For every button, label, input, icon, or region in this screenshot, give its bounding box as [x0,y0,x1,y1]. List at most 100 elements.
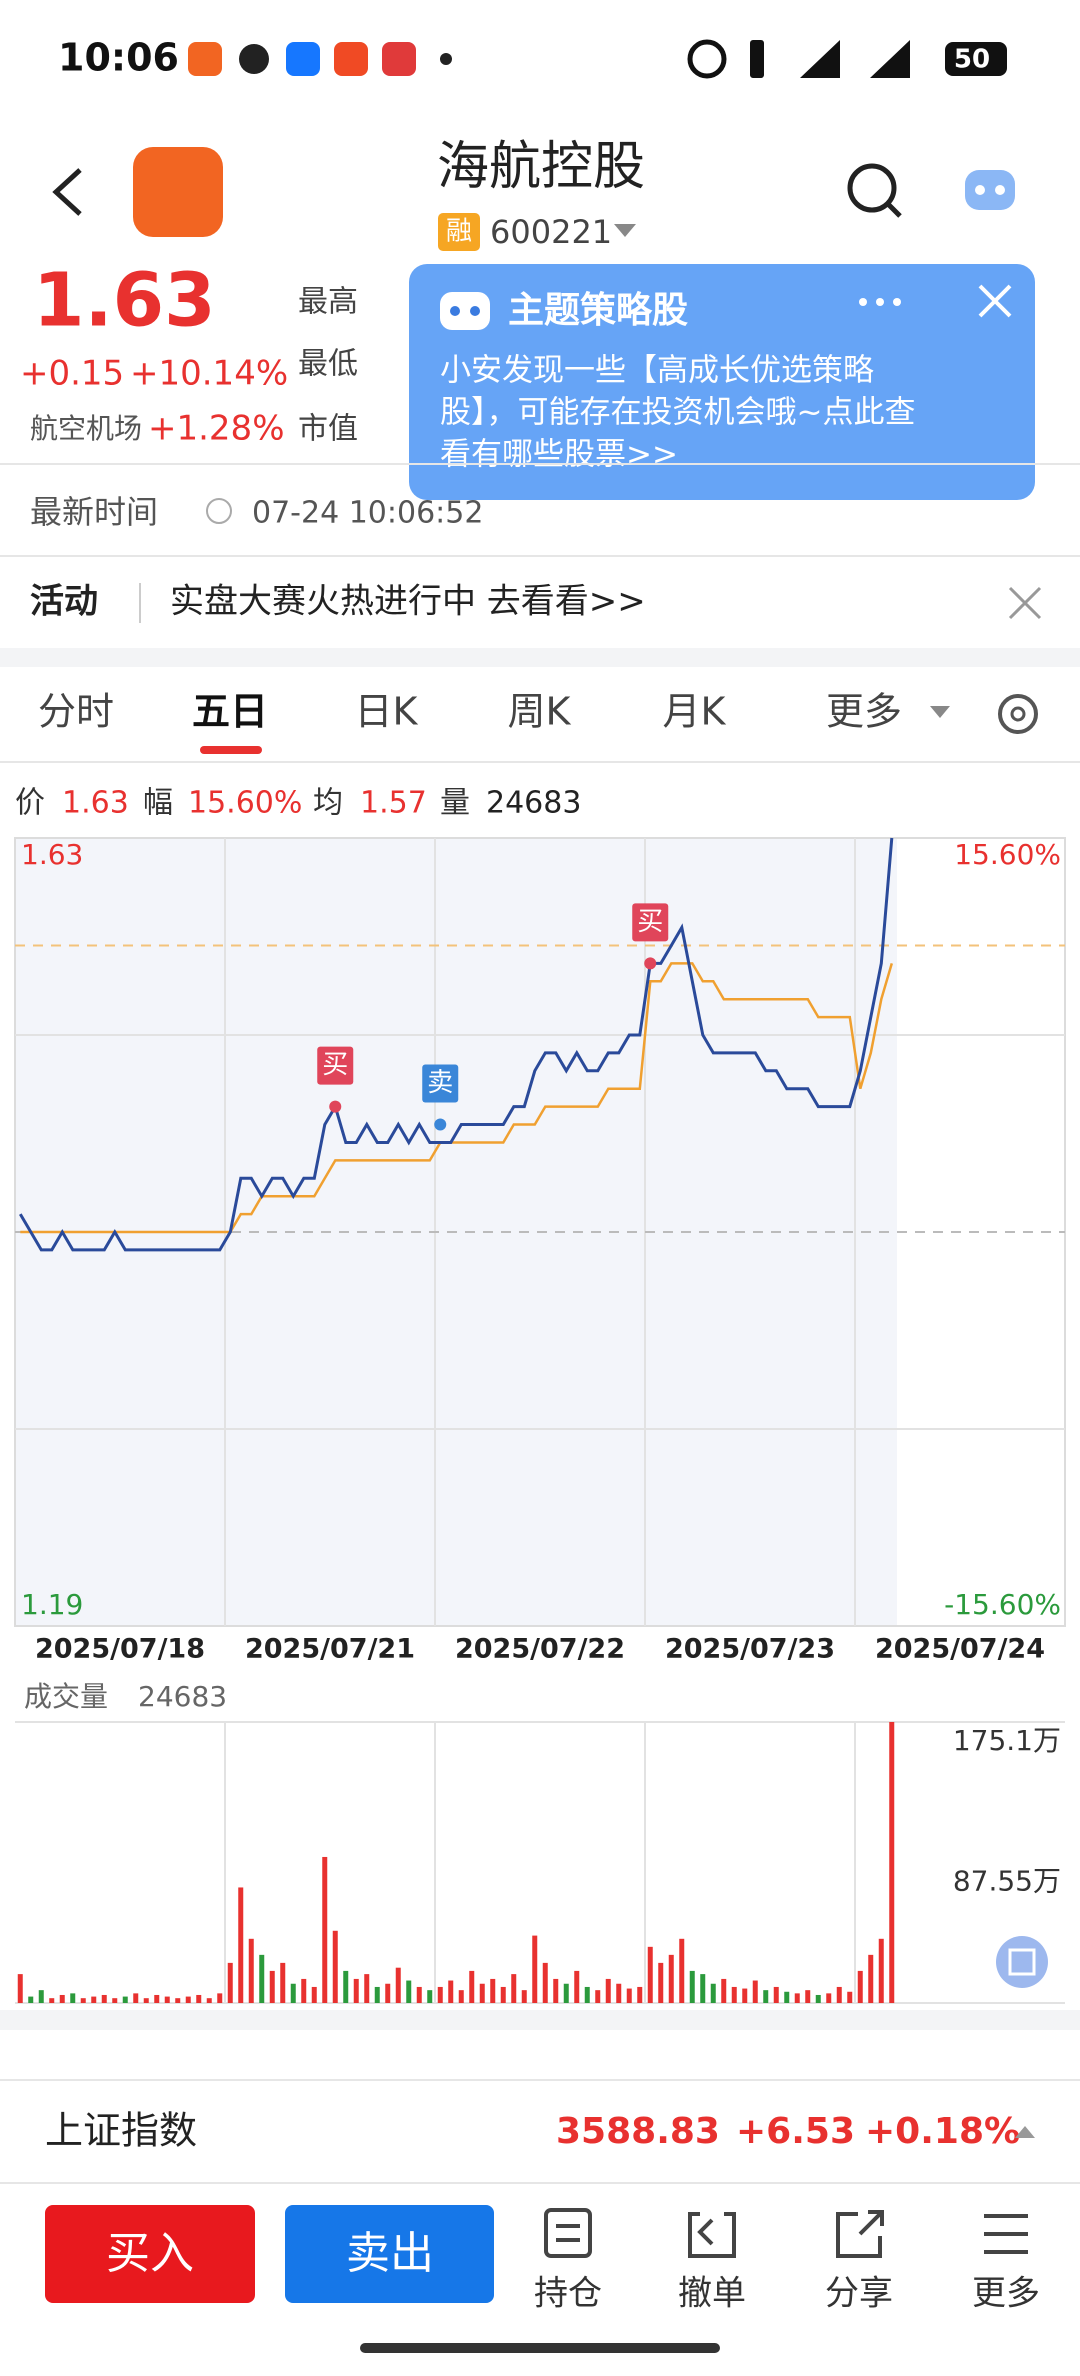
settings-button[interactable] [998,694,1038,734]
info-value: 1.57 [360,786,427,821]
date-label: 2025/07/24 [875,1634,1045,1665]
expand-button[interactable] [996,1936,1048,1988]
trade-badge [317,1046,354,1085]
volume-bar [374,1986,380,2003]
volume-bar [364,1974,370,2003]
volume-bar [164,1996,170,2003]
volume-bar [878,1938,884,2003]
info-value: 1.63 [62,786,129,821]
margin-badge [438,213,480,251]
volume-bar [248,1938,254,2003]
update-label: 最新时间 [30,493,158,531]
volume-bar [542,1962,548,2003]
buy-button[interactable] [45,2205,255,2303]
volume-bar [448,1980,454,2003]
popup-close[interactable] [978,284,1012,318]
more-dropdown[interactable] [930,706,950,718]
index-value: 3588.83 [556,2111,720,2152]
volume-bar [427,1990,433,2003]
volume-bar [553,1978,559,2003]
volume-bar [385,1983,391,2003]
info-value: 15.60% [188,786,302,821]
index-expand[interactable] [1015,2126,1035,2138]
volume-tick-label: 175.1万 [953,1724,1061,1757]
activity-close[interactable] [1008,586,1042,620]
volume-bar [742,1988,748,2003]
volume-bar [395,1967,401,2003]
volume-bar [269,1970,275,2003]
volume-bar [700,1974,706,2003]
trade-point [329,1100,342,1113]
date-label: 2025/07/21 [245,1634,415,1665]
trade-label: 买 [637,907,663,937]
volume-bar [521,1990,527,2003]
activity-text[interactable]: 实盘大赛火热进行中 去看看>> [170,582,646,622]
volume-bar [731,1986,737,2003]
sell-label: 卖出 [346,2228,434,2279]
volume-bar [175,1998,181,2003]
tab[interactable]: 月K [663,690,727,734]
volume-bar [826,1993,832,2003]
assistant-button[interactable] [965,170,1015,210]
action-icons [544,2208,1028,2258]
info-value: 24683 [486,786,581,821]
volume-bar [805,1990,811,2003]
search-button[interactable] [847,163,902,218]
action-label[interactable]: 更多 [972,2274,1040,2314]
volume-bar [122,1996,128,2003]
tab[interactable]: 周K [508,690,572,734]
volume-bar [679,1938,685,2003]
battery [945,42,1007,76]
volume-bar [301,1978,307,2003]
info-icon[interactable] [206,498,232,524]
popup-text: 股】，可能存在投资机会哦~点此查 [440,395,915,431]
volume-bar [889,1722,895,2003]
volume-bar [28,1996,34,2003]
date-label: 2025/07/18 [35,1634,205,1665]
volume-bar [406,1980,412,2003]
action-label[interactable]: 分享 [825,2274,893,2314]
date-label: 2025/07/23 [665,1634,835,1665]
popup[interactable] [409,264,1035,500]
volume-bar [185,1996,191,2003]
battery-level: 50 [954,45,990,75]
volume-bar [38,1990,44,2003]
volume-bar [595,1990,601,2003]
action-label[interactable]: 撤单 [678,2274,746,2314]
action-label[interactable]: 持仓 [534,2274,602,2314]
volume-bar [332,1930,338,2003]
volume-bar [112,1998,118,2003]
volume-bar [458,1990,464,2003]
volume-bar [721,1978,727,2003]
volume-bar [511,1974,517,2003]
volume-bar [322,1856,328,2003]
sector-name: 航空机场 [30,412,142,445]
back-button[interactable] [52,168,82,216]
volume-bar [658,1962,664,2003]
volume-bar [17,1974,23,2003]
sector-pct: +1.28% [148,409,285,449]
volume-bar [626,1988,632,2003]
tab[interactable]: 分时 [38,690,114,734]
sell-button[interactable] [285,2205,494,2303]
volume-title: 成交量 [24,1680,108,1713]
y-tick-label: 1.63 [21,838,83,871]
volume-bar [710,1983,716,2003]
volume-bar [91,1996,97,2003]
volume-tick-label: 87.55万 [953,1865,1061,1898]
tab-underline [200,746,262,754]
volume-bar [133,1993,139,2003]
volume-bar [574,1970,580,2003]
volume-bar [59,1994,65,2003]
tab[interactable]: 更多 [826,690,902,734]
volume-bar [532,1935,538,2003]
trade-label: 卖 [427,1068,453,1098]
volume-bar [773,1986,779,2003]
volume-bar [490,1978,496,2003]
tab[interactable]: 日K [355,690,419,734]
y-tick-label: 1.19 [21,1588,83,1621]
date-label: 2025/07/22 [455,1634,625,1665]
code-dropdown[interactable] [614,224,636,237]
tab[interactable]: 五日 [192,690,268,734]
